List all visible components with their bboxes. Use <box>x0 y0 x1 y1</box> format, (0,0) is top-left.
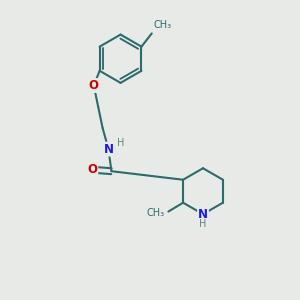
Text: N: N <box>103 142 113 156</box>
Text: O: O <box>89 79 99 92</box>
Text: N: N <box>198 208 208 221</box>
Text: O: O <box>87 163 97 176</box>
Text: H: H <box>199 219 207 229</box>
Text: H: H <box>117 138 124 148</box>
Text: CH₃: CH₃ <box>147 208 165 218</box>
Text: CH₃: CH₃ <box>153 20 171 30</box>
